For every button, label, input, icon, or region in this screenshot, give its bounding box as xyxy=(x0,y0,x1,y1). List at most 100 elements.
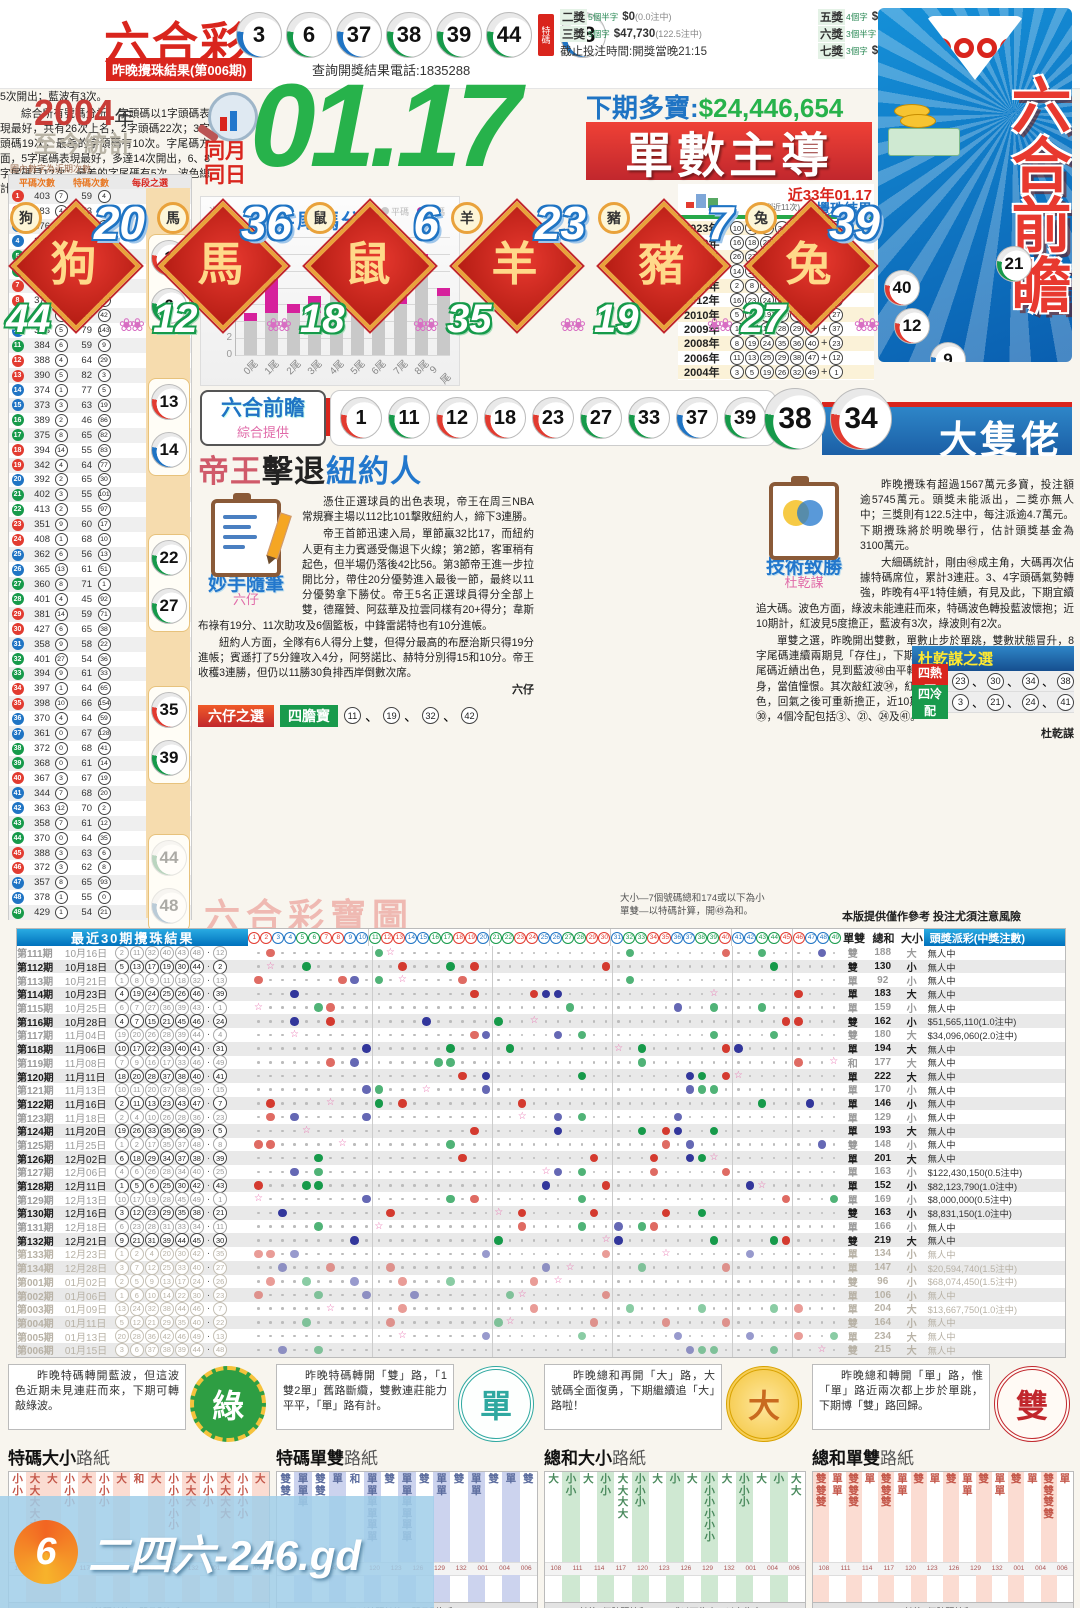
circled-number: 40 xyxy=(159,945,174,960)
road-column: 雙 xyxy=(910,1472,927,1562)
circled-number: 38 xyxy=(97,622,111,636)
circled-number: 51 xyxy=(97,563,111,576)
circled-number: 35 xyxy=(97,831,111,845)
article-basketball: 帝王擊退紐約人 妙手隨筆 六仔 憑住正選球員的出色表現，帝王在周三NBA常規賽主… xyxy=(198,446,534,727)
circled-number: 13 xyxy=(97,548,111,562)
circled-number: 3 xyxy=(730,365,744,380)
stats-row: 40 367 3 67 19 xyxy=(9,771,191,786)
article-signature: 六仔 xyxy=(512,684,534,697)
circled-number: 5 xyxy=(730,307,744,322)
circled-number: 36 xyxy=(790,336,804,351)
road-title: 總和大小路紙 xyxy=(544,1449,646,1468)
circled-number: 1 xyxy=(114,1288,129,1303)
article-signature: 杜乾謀 xyxy=(1041,728,1074,741)
bar-chart-icon xyxy=(686,194,718,208)
result-row: 第132期 12月21日 9 21 31 39 44 45 · 30 ☆ 雙 219 大 無人中 xyxy=(17,1233,1065,1248)
ball: 27 xyxy=(151,588,187,624)
road-grid: 雙雙雙單單雙雙雙單雙雙雙單單雙單雙單單雙單單雙單雙雙雙雙單 108 111 114 1… xyxy=(812,1471,1074,1608)
chart-legend: 平碼 特碼 xyxy=(380,205,445,218)
circled-number: 21 xyxy=(159,1014,174,1029)
circled-number: 28 xyxy=(144,1219,159,1234)
circled-number: 13 xyxy=(129,959,144,974)
road-comment: 昨晚總和再開「大」路，大號碼全面復勇，下期繼續追「大」路啦！ 大 xyxy=(544,1364,806,1442)
circled-number: 1 xyxy=(114,973,129,988)
circled-number: 9 xyxy=(97,339,111,353)
road-column: 大 xyxy=(721,1473,733,1485)
road-column: 小小 xyxy=(12,1473,23,1497)
road-column: 大大大大 xyxy=(617,1473,629,1520)
circled-number: 49 xyxy=(189,1192,204,1207)
circled-number: 28 xyxy=(775,307,789,322)
circled-number: 2 xyxy=(54,503,68,517)
circled-number: 18 xyxy=(114,1069,129,1084)
circled-number: 101 xyxy=(97,488,111,502)
circled-number: 6 xyxy=(129,1288,144,1303)
circled-number: 8 xyxy=(97,861,111,875)
circled-number: 13 xyxy=(745,350,759,365)
flower-decor: ❀❀ xyxy=(853,315,880,335)
road-column: 小小 xyxy=(562,1472,580,1562)
road-column: 單 xyxy=(1027,1473,1038,1485)
circled-number: 38 xyxy=(189,1151,204,1166)
stats-row: 34 397 1 64 65 xyxy=(9,681,191,696)
stamp-icon: 雙 xyxy=(994,1366,1070,1442)
circled-number: 26 xyxy=(730,249,744,264)
road-column: 單 xyxy=(864,1473,876,1485)
circled-number: 17 xyxy=(144,1137,159,1152)
circled-number: 41 xyxy=(189,1041,204,1056)
circled-number: 39 xyxy=(189,1123,204,1138)
circled-number: 42 xyxy=(461,707,478,725)
legend-item: 特碼 xyxy=(416,205,445,218)
circled-number: 1 xyxy=(114,1246,129,1261)
circled-number: 18 xyxy=(129,1151,144,1166)
chart-bar xyxy=(244,312,257,355)
road-column: 單單 xyxy=(897,1473,908,1497)
circled-number: 38 xyxy=(174,1082,189,1097)
circled-number: 36 xyxy=(159,1000,174,1015)
circled-number: 6 xyxy=(129,1342,144,1357)
circled-number: 4 xyxy=(54,458,68,472)
stats-row: 19 342 4 64 77 xyxy=(9,457,191,473)
road-column: 單 xyxy=(502,1472,520,1562)
stats-year: 2004 xyxy=(34,92,115,133)
stats-row: 25 362 6 56 13 xyxy=(9,547,191,563)
watermark: 6 二四六-246.gd xyxy=(0,1496,434,1608)
stats-row: 10 373 5 79 143 xyxy=(9,323,191,338)
flower-decor: ❀❀ xyxy=(118,315,145,335)
ball: 44 xyxy=(486,12,532,58)
circled-number: 26 xyxy=(213,1274,228,1289)
flower-decor: ❀❀ xyxy=(412,315,439,335)
result-row: 第131期 12月18日 6 23 28 31 33 34 · 11 ☆ 單 166 小 無人中 xyxy=(17,1219,956,1235)
circled-number: 46 xyxy=(189,1301,204,1316)
ball: 18 xyxy=(484,397,526,439)
chart-bar xyxy=(265,279,279,355)
zodiac-number: 6 xyxy=(413,197,439,249)
circled-number: 40 xyxy=(174,1041,189,1056)
circled-number: 27 xyxy=(144,1000,159,1015)
road-column: 單單 xyxy=(832,1473,843,1497)
circled-number: 4 xyxy=(129,1110,144,1125)
circled-number: 8 xyxy=(54,428,68,442)
circled-number: 14 xyxy=(730,264,744,279)
ball: 6 xyxy=(151,288,187,324)
circled-number: 26 xyxy=(129,1123,144,1138)
circled-number: 22 xyxy=(213,1315,228,1330)
stats-row: 27 360 8 71 1 xyxy=(9,576,191,592)
zodiac-animal-coin: 馬 xyxy=(157,202,189,234)
circled-number: 6 xyxy=(114,1000,129,1015)
circled-number: 0 xyxy=(54,727,68,741)
circled-number: 59 xyxy=(97,712,111,726)
circled-number: 2 xyxy=(114,1096,129,1111)
circled-number: 5 xyxy=(114,1315,129,1330)
banknote-icon xyxy=(888,128,960,156)
circled-number: 14 xyxy=(97,756,111,770)
ball: 12 xyxy=(436,397,478,439)
circled-number: 13 xyxy=(54,563,68,576)
circled-number: 1 xyxy=(54,383,68,397)
circled-number: 4 xyxy=(114,1164,129,1179)
ball: 39 xyxy=(724,397,766,439)
article-technique: 技術致勝 杜乾謀 昨晚攪珠有超過1567萬元多寶，投注額逾5745萬元。頭獎未能… xyxy=(756,476,1074,742)
side-banner: 六合前瞻 21 40 12 9 xyxy=(878,8,1072,362)
circled-number: 12 xyxy=(129,1205,144,1220)
circled-number: 27 xyxy=(213,1260,228,1275)
